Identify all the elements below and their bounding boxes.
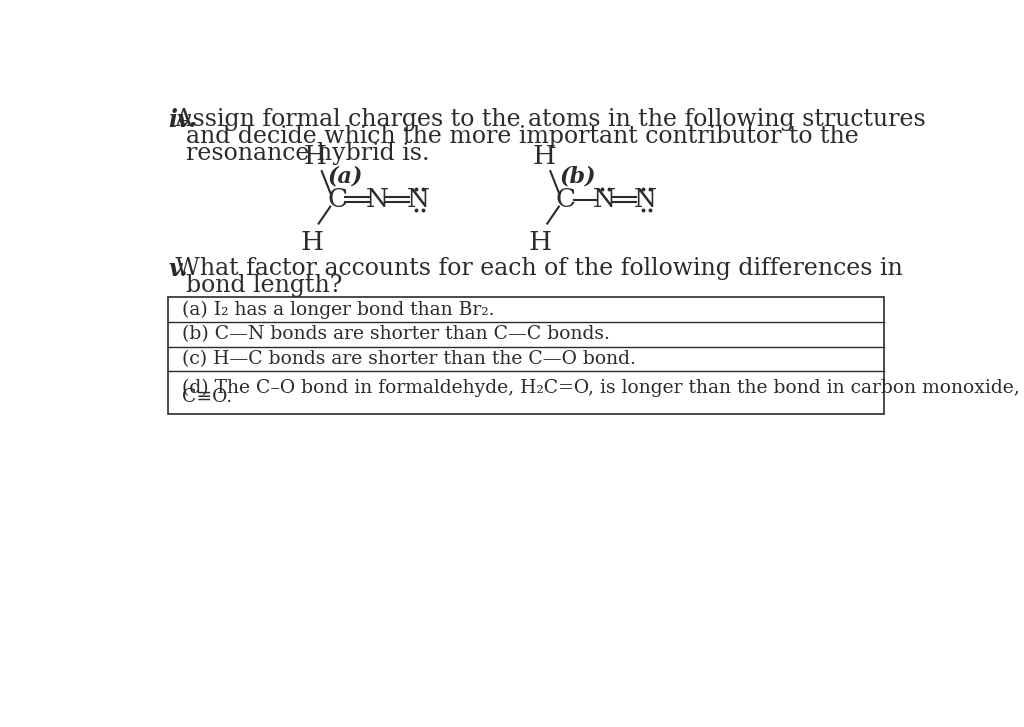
Text: N: N xyxy=(634,187,656,212)
Text: H: H xyxy=(532,144,556,169)
Text: N: N xyxy=(593,187,616,212)
Text: C: C xyxy=(556,187,575,212)
Text: v.: v. xyxy=(168,257,188,281)
Text: (b) C—N bonds are shorter than C—C bonds.: (b) C—N bonds are shorter than C—C bonds… xyxy=(182,326,610,343)
Text: H: H xyxy=(304,144,327,169)
Text: (b): (b) xyxy=(559,165,596,187)
Text: H: H xyxy=(300,230,324,255)
Text: and decide which the more important contributor to the: and decide which the more important cont… xyxy=(186,125,859,148)
Text: (a): (a) xyxy=(328,165,362,187)
Text: What factor accounts for each of the following differences in: What factor accounts for each of the fol… xyxy=(168,257,903,281)
Text: C: C xyxy=(328,187,347,212)
Text: (d) The C–O bond in formaldehyde, H₂C=O, is longer than the bond in carbon monox: (d) The C–O bond in formaldehyde, H₂C=O,… xyxy=(182,379,1020,398)
Text: (a) I₂ has a longer bond than Br₂.: (a) I₂ has a longer bond than Br₂. xyxy=(182,301,495,319)
Text: resonance hybrid is.: resonance hybrid is. xyxy=(186,142,430,165)
Text: bond length?: bond length? xyxy=(186,274,342,297)
Text: (c) H—C bonds are shorter than the C—O bond.: (c) H—C bonds are shorter than the C—O b… xyxy=(182,350,636,368)
Text: H: H xyxy=(528,230,552,255)
Text: iv.: iv. xyxy=(168,108,197,132)
Text: N: N xyxy=(407,187,429,212)
Text: N: N xyxy=(366,187,389,212)
Text: C≡O.: C≡O. xyxy=(182,388,232,406)
Bar xyxy=(168,297,884,414)
Text: Assign formal charges to the atoms in the following structures: Assign formal charges to the atoms in th… xyxy=(168,108,926,131)
